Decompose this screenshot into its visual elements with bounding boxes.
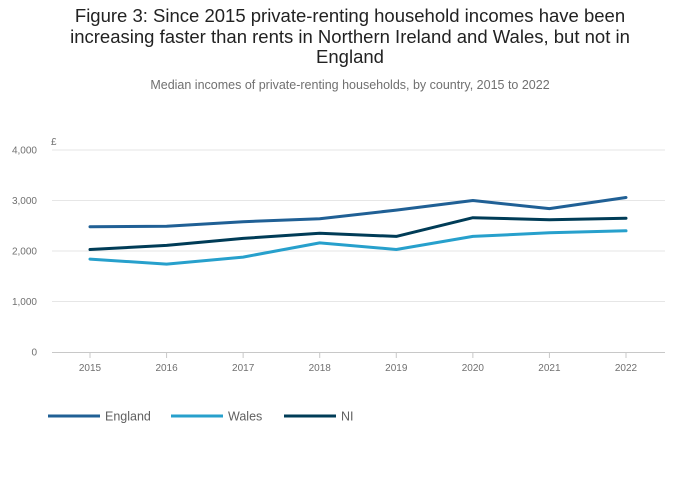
y-axis-label: £ (51, 137, 57, 148)
y-tick-label: 3,000 (12, 196, 37, 207)
y-tick-label: 1,000 (12, 297, 37, 308)
legend-item-wales[interactable]: Wales (171, 410, 262, 424)
series-line-wales (88, 229, 628, 266)
y-tick-label: 4,000 (12, 146, 37, 157)
x-tick-label: 2015 (79, 363, 102, 374)
x-tick-label: 2019 (385, 363, 408, 374)
y-tick-label: 2,000 (12, 247, 37, 258)
x-tick-label: 2021 (538, 363, 561, 374)
legend-label: NI (341, 410, 354, 424)
x-tick-label: 2020 (462, 363, 485, 374)
x-tick-label: 2016 (155, 363, 178, 374)
legend-label: Wales (228, 410, 262, 424)
x-axis-ticks: 2015 2016 2017 2018 2019 2020 2021 2022 (79, 352, 638, 374)
gridlines (52, 149, 665, 302)
y-axis-ticks: 0 1,000 2,000 3,000 4,000 (12, 146, 37, 359)
y-tick-label: 0 (31, 348, 37, 359)
legend-item-ni[interactable]: NI (284, 410, 354, 424)
legend: England Wales NI (48, 410, 354, 424)
series-lines (88, 196, 628, 266)
legend-item-england[interactable]: England (48, 410, 151, 424)
chart-subtitle: Median incomes of private-renting househ… (150, 78, 550, 92)
legend-label: England (105, 410, 151, 424)
x-tick-label: 2017 (232, 363, 255, 374)
chart-title: Figure 3: Since 2015 private-renting hou… (70, 5, 630, 67)
series-line-ni (88, 216, 628, 251)
x-tick-label: 2018 (309, 363, 332, 374)
series-line-england (88, 196, 628, 229)
x-tick-label: 2022 (615, 363, 638, 374)
